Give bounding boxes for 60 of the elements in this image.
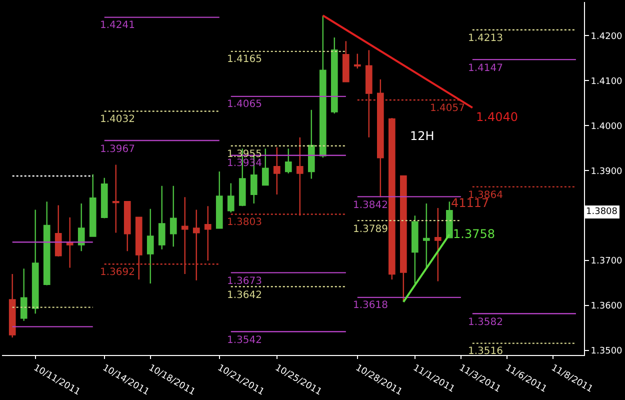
series-label: 1.3516 bbox=[468, 346, 503, 357]
series-label: 1.3582 bbox=[468, 317, 503, 328]
series-label: 1.4032 bbox=[100, 114, 135, 125]
candlestick bbox=[227, 182, 234, 214]
candlestick bbox=[400, 175, 407, 302]
candlestick bbox=[273, 146, 280, 196]
series-label: 1.3642 bbox=[227, 290, 262, 301]
series-label: 1.4213 bbox=[468, 33, 503, 44]
candlestick bbox=[342, 40, 350, 82]
series-label: 1.3842 bbox=[353, 200, 388, 211]
series-label: 1.4065 bbox=[227, 99, 262, 110]
series-label: 1.4241 bbox=[100, 20, 135, 31]
series-label: 1.4147 bbox=[468, 63, 503, 74]
candlestick bbox=[204, 206, 212, 262]
candlestick bbox=[284, 148, 292, 174]
y-tick-label: 1.4100 bbox=[590, 76, 623, 87]
candlestick bbox=[262, 148, 269, 186]
series-label: 1.3692 bbox=[100, 267, 135, 278]
y-tick-label: 1.3500 bbox=[590, 346, 623, 357]
series-label: 1.3967 bbox=[100, 144, 135, 155]
candlestick bbox=[423, 202, 430, 268]
series-label: 1.3758 bbox=[453, 227, 495, 241]
candlestick bbox=[330, 36, 338, 114]
candlestick bbox=[124, 201, 131, 252]
candlestick bbox=[8, 273, 16, 338]
y-tick-label: 1.3600 bbox=[590, 302, 623, 312]
candlestick bbox=[434, 207, 442, 282]
series-label: 1.4040 bbox=[476, 110, 518, 124]
y-tick-label: 1.3900 bbox=[590, 166, 623, 177]
candlestick bbox=[32, 209, 39, 314]
candlestick bbox=[170, 185, 177, 248]
candlestick bbox=[43, 201, 50, 286]
candlestick bbox=[388, 117, 396, 280]
candlestick bbox=[54, 204, 62, 258]
candlestick bbox=[446, 201, 453, 238]
candlestick bbox=[89, 174, 96, 237]
annotation: 1.3808 bbox=[586, 207, 618, 217]
series-label: 1.3789 bbox=[353, 224, 388, 235]
series-label: 1.3618 bbox=[353, 300, 388, 311]
candlestick bbox=[146, 208, 154, 284]
candlestick bbox=[20, 268, 28, 322]
series-label: 1.3542 bbox=[227, 335, 262, 346]
y-tick-label: 1.4200 bbox=[590, 32, 623, 42]
candlestick bbox=[66, 216, 74, 268]
candlestick bbox=[319, 14, 326, 158]
series-label: 1.3673 bbox=[227, 276, 262, 287]
candlestick bbox=[100, 177, 108, 219]
annotation: 12H bbox=[410, 129, 434, 143]
candlestick bbox=[216, 170, 223, 229]
candlestick bbox=[112, 164, 120, 234]
series-label: 1.4165 bbox=[227, 54, 262, 65]
series-label: 1.4057 bbox=[430, 103, 465, 114]
y-tick-label: 1.3700 bbox=[590, 256, 623, 267]
candlestick bbox=[158, 185, 166, 250]
candlestick bbox=[412, 215, 418, 284]
candlestick bbox=[308, 109, 315, 180]
candlestick bbox=[78, 202, 85, 252]
series-label: 1.3803 bbox=[227, 217, 262, 228]
candlestick bbox=[354, 53, 361, 70]
y-tick-label: 1.4000 bbox=[590, 122, 623, 132]
